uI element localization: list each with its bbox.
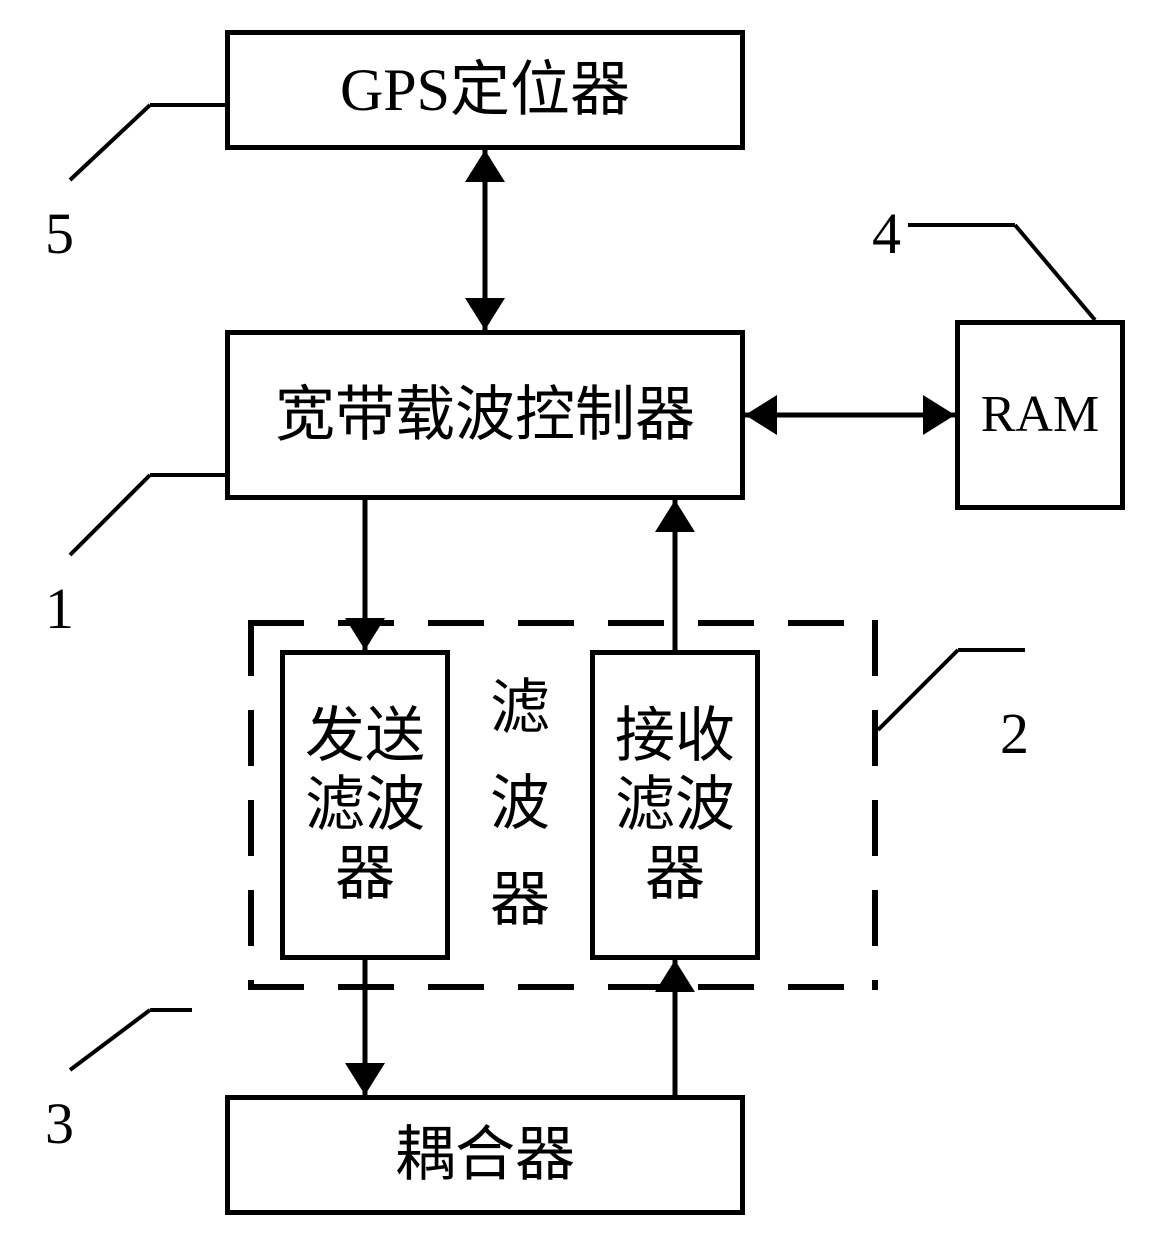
coupler-label: 耦合器	[395, 1121, 575, 1190]
ref-num-5: 5	[45, 200, 74, 267]
ref-num-1: 1	[45, 575, 74, 642]
controller-box: 宽带载波控制器	[225, 330, 745, 500]
gps-box: GPS定位器	[225, 30, 745, 150]
coupler-box: 耦合器	[225, 1095, 745, 1215]
ram-label: RAM	[981, 385, 1099, 445]
ref-num-2: 2	[1000, 700, 1029, 767]
filter-group-dashed-box	[248, 620, 878, 990]
gps-label: GPS定位器	[340, 56, 630, 125]
filter-group-label: 滤 波 器	[480, 660, 560, 948]
ram-box: RAM	[955, 320, 1125, 510]
ref-num-4: 4	[872, 200, 901, 267]
controller-label: 宽带载波控制器	[275, 381, 695, 450]
ref-num-3: 3	[45, 1090, 74, 1157]
